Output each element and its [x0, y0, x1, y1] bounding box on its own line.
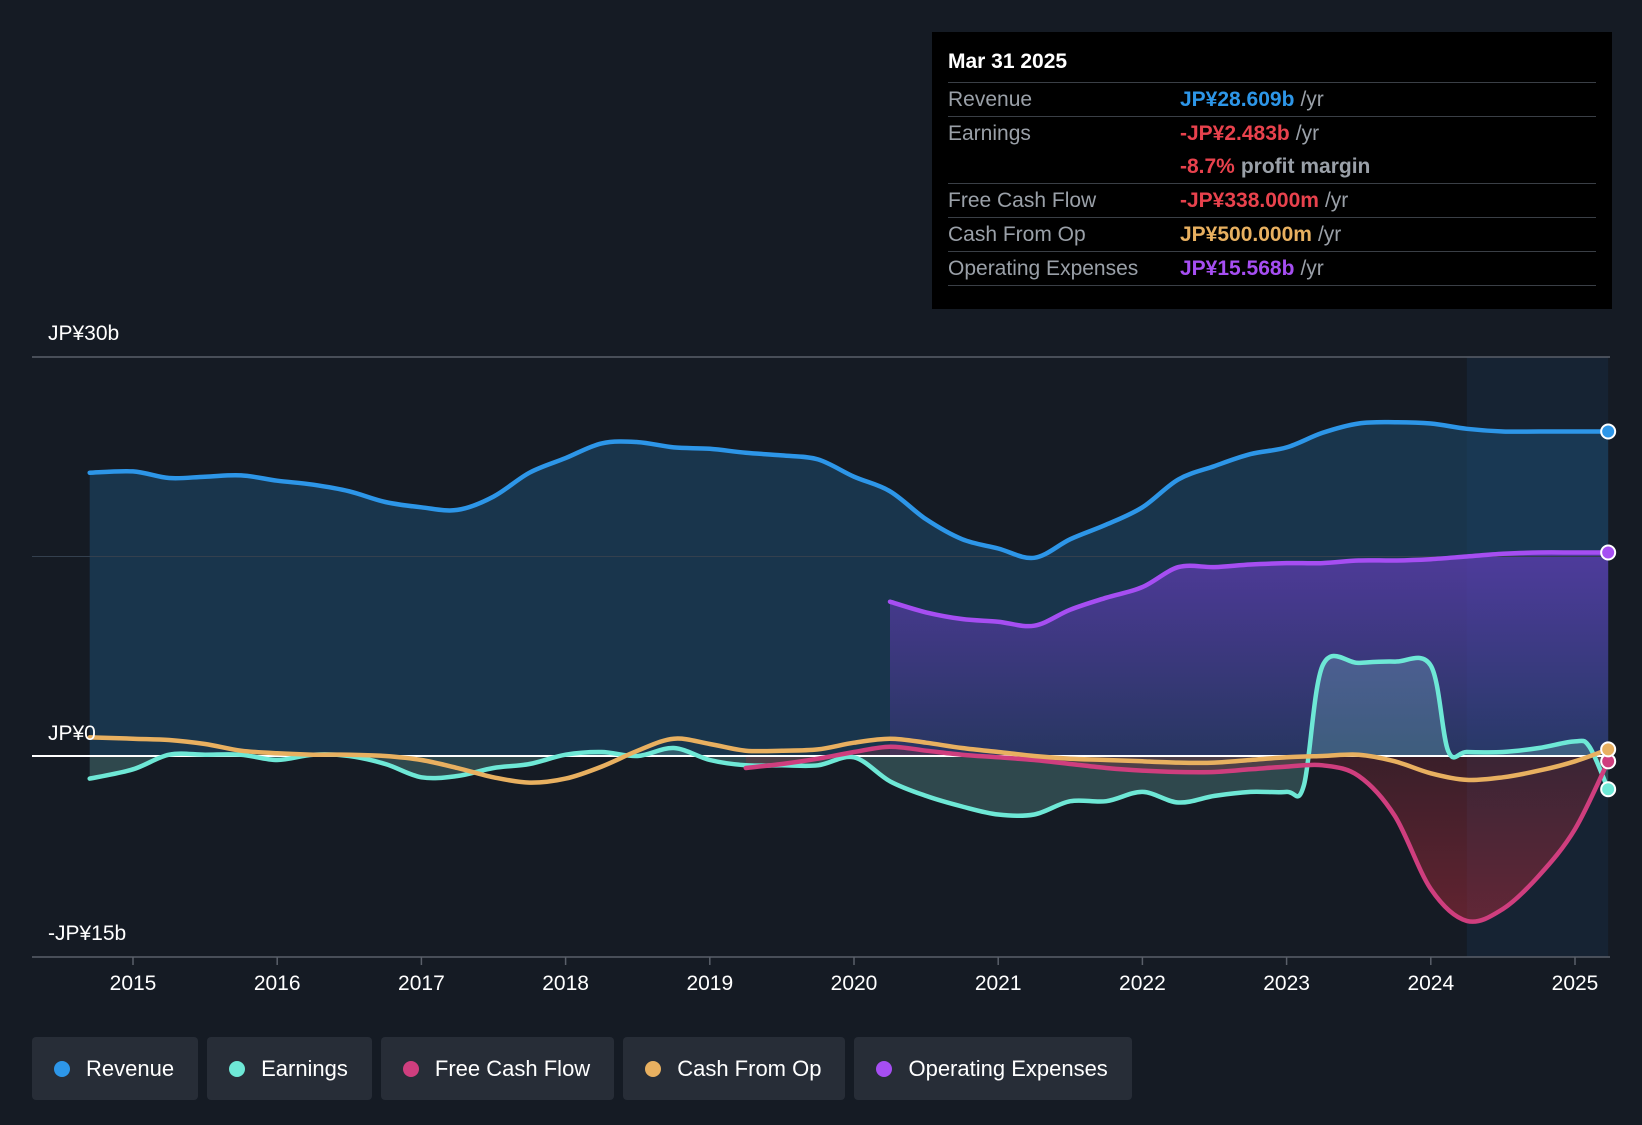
tooltip-row-profit-margin: -8.7% profit margin — [948, 150, 1596, 184]
x-tick-label: 2023 — [1263, 972, 1310, 995]
x-tick-label: 2015 — [110, 972, 157, 995]
tooltip-panel: Mar 31 2025 Revenue JP¥28.609b /yr Earni… — [932, 32, 1612, 309]
legend-item-free-cash-flow[interactable]: Free Cash Flow — [380, 1037, 615, 1100]
tooltip-label: Free Cash Flow — [948, 189, 1097, 212]
earnings-dot-icon — [229, 1060, 246, 1077]
tooltip-row-operating-expenses: Operating Expenses JP¥15.568b /yr — [948, 252, 1596, 286]
tooltip-label: Cash From Op — [948, 223, 1086, 246]
tooltip-unit: /yr — [1295, 122, 1320, 145]
earnings-line — [87, 653, 1611, 819]
tooltip-date: Mar 31 2025 — [948, 46, 1596, 83]
legend-item-operating-expenses[interactable]: Operating Expenses — [854, 1037, 1132, 1100]
legend-label: Free Cash Flow — [434, 1055, 591, 1081]
cash-from-op-endpoint — [1600, 741, 1617, 758]
legend-item-revenue[interactable]: Revenue — [32, 1037, 199, 1100]
tooltip-unit: profit margin — [1240, 155, 1371, 178]
legend-item-cash-from-op[interactable]: Cash From Op — [623, 1037, 846, 1100]
tooltip-value: -JP¥2.483b — [1180, 122, 1290, 145]
tooltip-value: JP¥15.568b — [1180, 257, 1295, 280]
operating-expenses-dot-icon — [876, 1060, 893, 1077]
legend-label: Cash From Op — [677, 1055, 822, 1081]
x-tick-label: 2024 — [1407, 972, 1454, 995]
x-tick-label: 2017 — [398, 972, 445, 995]
x-axis: 2015 2016 2017 2018 2019 2020 2021 2022 2023 2024… — [110, 957, 1599, 995]
tooltip-unit: /yr — [1317, 223, 1342, 246]
legend-item-earnings[interactable]: Earnings — [207, 1037, 372, 1100]
earnings-area — [89, 655, 1609, 816]
y-label-top: JP¥30b — [48, 322, 119, 345]
revenue-endpoint — [1600, 423, 1617, 440]
legend-label: Earnings — [261, 1055, 348, 1081]
operating-expenses-area — [890, 552, 1609, 756]
y-label-zero: JP¥0 — [48, 722, 96, 745]
tooltip-unit: /yr — [1324, 189, 1349, 212]
x-tick-label: 2022 — [1119, 972, 1166, 995]
tooltip-unit: /yr — [1300, 88, 1324, 111]
x-tick-label: 2021 — [975, 972, 1022, 995]
x-tick-label: 2016 — [254, 972, 301, 995]
x-tick-label: 2019 — [686, 972, 733, 995]
legend-label: Revenue — [86, 1055, 175, 1081]
free-cash-flow-area — [745, 746, 1609, 922]
cash-from-op-line — [87, 735, 1611, 785]
y-label-bottom: -JP¥15b — [48, 922, 126, 945]
x-tick-label: 2025 — [1552, 972, 1599, 995]
series-fills — [89, 422, 1609, 922]
tooltip-unit: /yr — [1300, 257, 1324, 280]
series-lines — [87, 419, 1611, 924]
tooltip-value: -JP¥338.000m — [1180, 189, 1319, 212]
tooltip-value: JP¥28.609b — [1180, 88, 1295, 111]
x-tick-label: 2020 — [831, 972, 878, 995]
tooltip-value: JP¥500.000m — [1180, 223, 1312, 246]
tooltip-value: -8.7% — [1180, 155, 1235, 178]
revenue-dot-icon — [54, 1060, 70, 1077]
earnings-endpoint — [1600, 781, 1617, 798]
operating-expenses-line — [887, 550, 1611, 629]
legend-label: Operating Expenses — [908, 1055, 1108, 1081]
tooltip-label: Operating Expenses — [948, 257, 1139, 280]
tooltip-row-cash-from-op: Cash From Op JP¥500.000m /yr — [948, 218, 1596, 252]
free-cash-flow-line — [743, 744, 1611, 924]
tooltip-label — [948, 150, 1180, 183]
tooltip-row-free-cash-flow: Free Cash Flow -JP¥338.000m /yr — [948, 184, 1596, 218]
cash-from-op-dot-icon — [645, 1060, 662, 1077]
tooltip-row-earnings: Earnings -JP¥2.483b /yr — [948, 117, 1596, 150]
operating-expenses-endpoint — [1600, 544, 1617, 561]
legend: Revenue Earnings Free Cash Flow Cash Fro… — [32, 1037, 1132, 1100]
tooltip-label: Earnings — [948, 122, 1031, 145]
tooltip-row-revenue: Revenue JP¥28.609b /yr — [948, 83, 1596, 117]
revenue-line — [87, 419, 1611, 561]
free-cash-flow-dot-icon — [402, 1060, 419, 1077]
series-endpoints — [1600, 423, 1617, 798]
x-tick-label: 2018 — [542, 972, 589, 995]
tooltip-label: Revenue — [948, 88, 1033, 111]
